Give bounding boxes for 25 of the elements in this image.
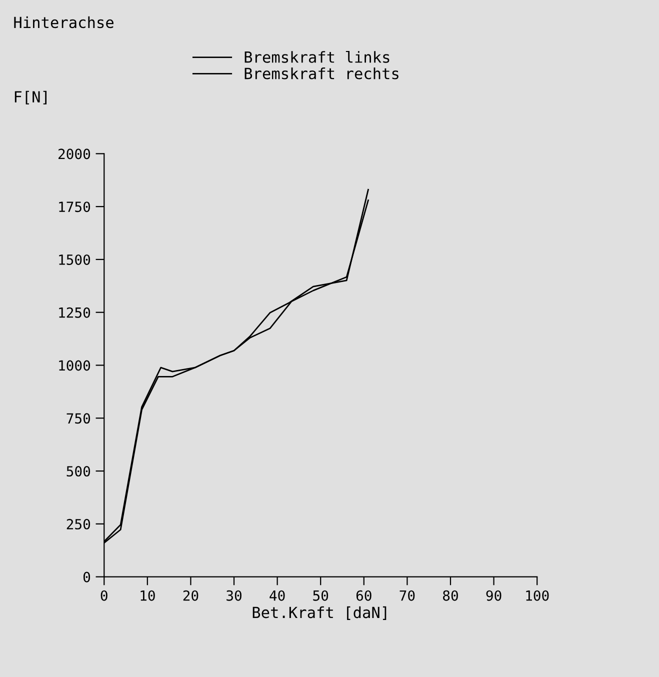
y-axis-title: F[N] [14,90,47,104]
x-tick-label: 10 [140,590,155,601]
x-tick-label: 50 [313,590,328,601]
x-axis-title: Bet.Kraft [daN] [252,606,386,620]
y-tick-label: 750 [66,413,90,424]
y-tick-label: 1000 [59,360,90,371]
y-tick-label: 250 [66,518,90,530]
x-tick-label: 70 [400,590,415,601]
y-tick-label: 1750 [59,202,90,212]
legend-label: Bremskraft links [244,50,390,63]
x-tick-label: 90 [486,590,502,601]
y-tick-label: 1250 [59,307,90,318]
chart-title: Hinterachse [14,16,114,28]
y-tick-label: 0 [83,572,90,582]
legend-label: Bremskraft rechts [244,67,398,80]
x-tick-label: 40 [270,590,285,601]
y-tick-label: 2000 [58,148,90,160]
x-tick-label: 80 [443,590,458,601]
x-tick-label: 100 [526,590,549,601]
x-tick-label: 20 [183,590,198,601]
y-tick-label: 500 [66,466,90,477]
y-tick-label: 1500 [59,254,90,265]
x-tick-label: 30 [226,590,242,601]
x-tick-label: 0 [100,590,108,601]
x-tick-label: 60 [356,590,372,601]
